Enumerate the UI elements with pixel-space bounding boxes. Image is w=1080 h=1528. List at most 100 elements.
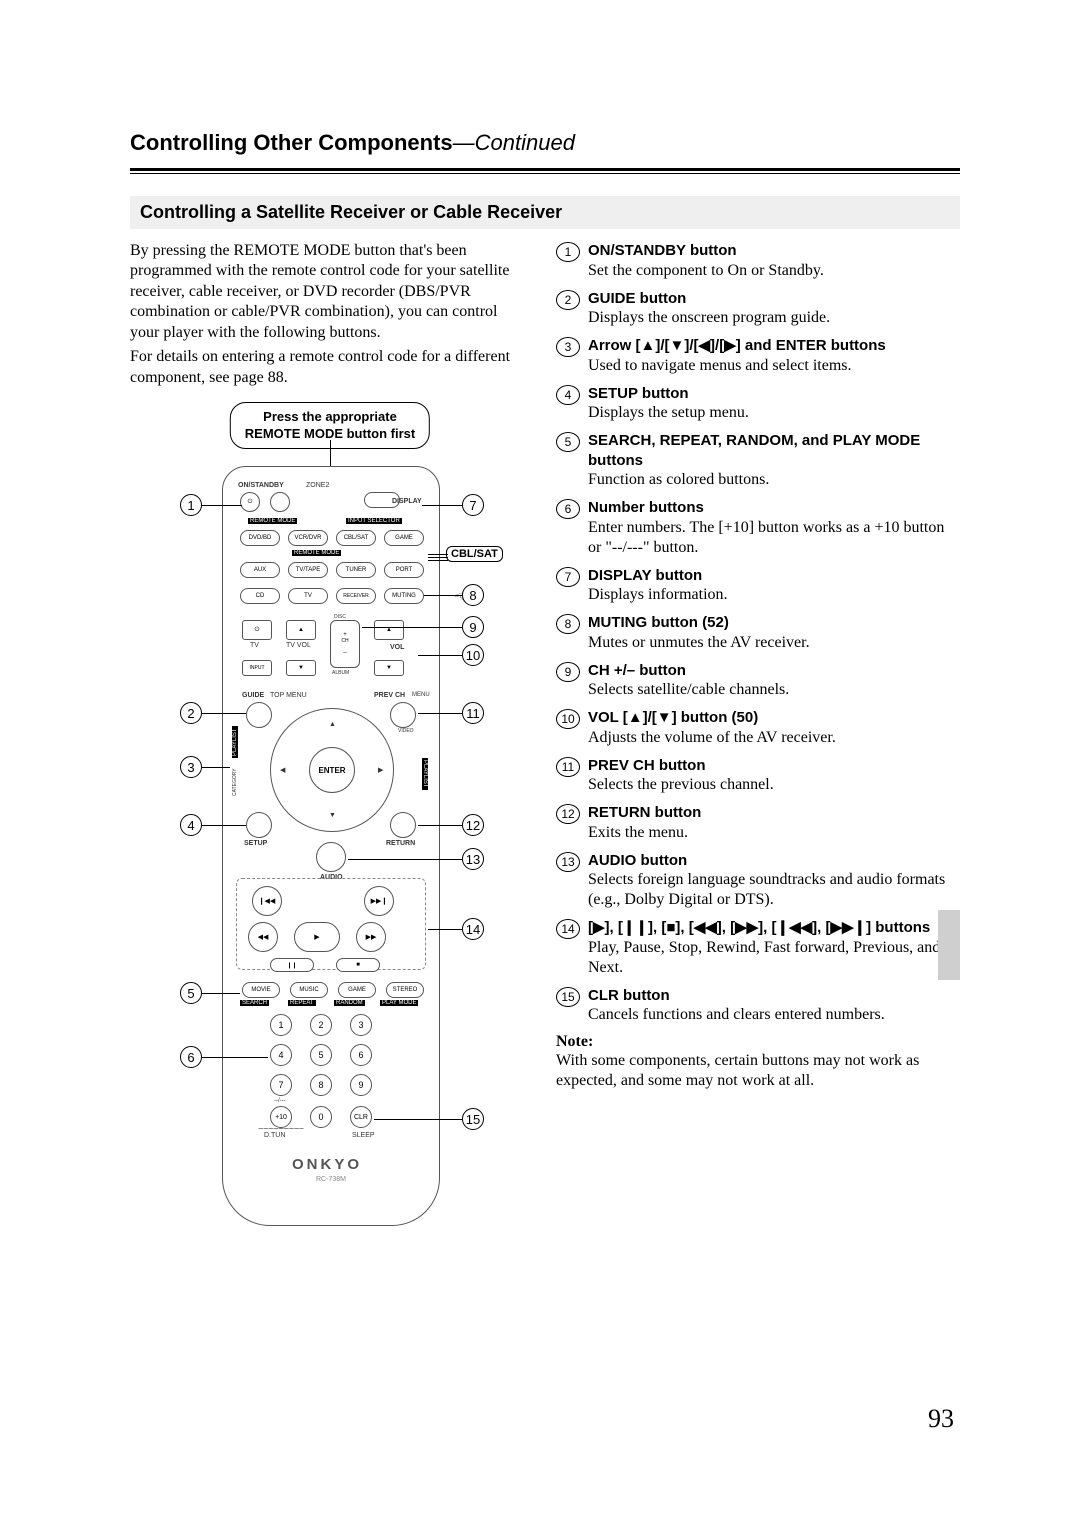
header-title: Controlling Other Components xyxy=(130,130,453,155)
items-list: 1ON/STANDBY buttonSet the component to O… xyxy=(556,241,960,1025)
item-desc: Play, Pause, Stop, Rewind, Fast forward,… xyxy=(588,938,960,978)
lead-1 xyxy=(202,505,242,506)
btn-zone2 xyxy=(270,492,290,512)
lead-14 xyxy=(428,929,462,930)
btn-dvdbd: DVD/BD xyxy=(240,530,280,546)
list-item: 12RETURN buttonExits the menu. xyxy=(556,803,960,843)
item-body: ON/STANDBY buttonSet the component to On… xyxy=(588,241,960,281)
item-title: Arrow [▲]/[▼]/[◀]/[▶] and ENTER buttons xyxy=(588,336,960,356)
item-number: 12 xyxy=(556,804,580,824)
item-number: 11 xyxy=(556,757,580,777)
header-continued: —Continued xyxy=(453,130,575,155)
marker-1: 1 xyxy=(180,494,202,516)
item-number: 15 xyxy=(556,987,580,1007)
marker-5: 5 xyxy=(180,982,202,1004)
btn-ff: ▶▶ xyxy=(356,922,386,952)
item-number: 14 xyxy=(556,919,580,939)
list-item: 4SETUP buttonDisplays the setup menu. xyxy=(556,384,960,424)
page: Controlling Other Components—Continued C… xyxy=(0,0,1080,1302)
badge-cblsat: CBL/SAT xyxy=(446,546,503,562)
btn-stop: ■ xyxy=(336,958,380,972)
lbl-cat-l: CATEGORY xyxy=(232,769,238,797)
btn-7: 7 xyxy=(270,1074,292,1096)
btn-game: GAME xyxy=(384,530,424,546)
section-title: Controlling a Satellite Receiver or Cabl… xyxy=(130,196,960,229)
dpad-up: ▲ xyxy=(329,721,336,728)
item-body: DISPLAY buttonDisplays information. xyxy=(588,566,960,606)
lead-15 xyxy=(374,1119,462,1120)
lead-5 xyxy=(202,993,240,994)
lead-6 xyxy=(202,1057,268,1058)
btn-enter: ENTER xyxy=(309,747,355,793)
right-column: 1ON/STANDBY buttonSet the component to O… xyxy=(556,241,960,1242)
callout-leader xyxy=(330,440,331,466)
marker-4: 4 xyxy=(180,814,202,836)
list-item: 11 PREV CH buttonSelects the previous cha… xyxy=(556,756,960,796)
intro-p1: By pressing the REMOTE MODE button that'… xyxy=(130,241,530,343)
btn-movie: MOVIE xyxy=(242,982,280,998)
note-body: With some components, certain buttons ma… xyxy=(556,1051,960,1092)
btn-next: ▶▶❙ xyxy=(364,886,394,916)
lbl-playmode: PLAY MODE xyxy=(380,1000,418,1006)
btn-tvtape: TV/TAPE xyxy=(288,562,328,578)
lbl-setup: SETUP xyxy=(244,840,267,847)
btn-3: 3 xyxy=(350,1014,372,1036)
item-number: 8 xyxy=(556,614,580,634)
callout-l1: Press the appropriate xyxy=(263,409,397,424)
btn-plus10: +10 xyxy=(270,1106,292,1128)
marker-10: 10 xyxy=(462,644,484,666)
marker-15: 15 xyxy=(462,1108,484,1130)
item-title: ON/STANDBY button xyxy=(588,241,960,261)
item-body: VOL [▲]/[▼] button (50)Adjusts the volum… xyxy=(588,708,960,748)
remote-diagram: Press the appropriate REMOTE MODE button… xyxy=(130,402,530,1242)
btn-2: 2 xyxy=(310,1014,332,1036)
item-body: CH +/– buttonSelects satellite/cable cha… xyxy=(588,661,960,701)
callout-l2: REMOTE MODE button first xyxy=(245,426,415,441)
note-label: Note: xyxy=(556,1033,960,1051)
list-item: 9 CH +/– buttonSelects satellite/cable ch… xyxy=(556,661,960,701)
item-desc: Enter numbers. The [+10] button works as… xyxy=(588,518,960,558)
intro-text: By pressing the REMOTE MODE button that'… xyxy=(130,241,530,388)
side-tab xyxy=(938,910,960,980)
btn-aux: AUX xyxy=(240,562,280,578)
lead-4 xyxy=(202,825,246,826)
btn-1: 1 xyxy=(270,1014,292,1036)
btn-prev: ❙◀◀ xyxy=(252,886,282,916)
btn-vcrdvr: VCR/DVR xyxy=(288,530,328,546)
btn-pause: ❙❙ xyxy=(270,958,314,972)
marker-14: 14 xyxy=(462,918,484,940)
lead-13 xyxy=(348,859,462,860)
btn-game2: GAME xyxy=(338,982,376,998)
lbl-input-sel: INPUT SELECTOR xyxy=(346,518,402,524)
list-item: 13AUDIO buttonSelects foreign language s… xyxy=(556,851,960,911)
item-body: CLR buttonCancels functions and clears e… xyxy=(588,986,960,1026)
btn-clr: CLR xyxy=(350,1106,372,1128)
brand-label: ONKYO xyxy=(292,1156,362,1173)
btn-music: MUSIC xyxy=(290,982,328,998)
btn-tuner: TUNER xyxy=(336,562,376,578)
item-body: SETUP buttonDisplays the setup menu. xyxy=(588,384,960,424)
btn-8: 8 xyxy=(310,1074,332,1096)
item-title: [▶], [❙❙], [■], [◀◀], [▶▶], [❙◀◀], [▶▶❙]… xyxy=(588,918,960,938)
item-desc: Function as colored buttons. xyxy=(588,470,960,490)
lbl-rm2: REMOTE MODE xyxy=(292,550,341,556)
item-title: SEARCH, REPEAT, RANDOM, and PLAY MODE bu… xyxy=(588,431,960,470)
item-title: PREV CH button xyxy=(588,756,960,776)
lbl-display: DISPLAY xyxy=(392,498,422,505)
btn-9: 9 xyxy=(350,1074,372,1096)
marker-3: 3 xyxy=(180,756,202,778)
marker-7: 7 xyxy=(462,494,484,516)
dpad-l: ◀ xyxy=(280,766,285,774)
item-title: RETURN button xyxy=(588,803,960,823)
lbl-guide: GUIDE xyxy=(242,692,264,699)
lbl-onstandby: ON/STANDBY xyxy=(238,482,284,489)
item-desc: Selects the previous channel. xyxy=(588,775,960,795)
item-body: MUTING button (52)Mutes or unmutes the A… xyxy=(588,613,960,653)
btn-volup: ▲ xyxy=(374,620,404,640)
item-number: 9 xyxy=(556,662,580,682)
item-number: 13 xyxy=(556,852,580,872)
btn-up: ▲ xyxy=(286,620,316,640)
item-desc: Set the component to On or Standby. xyxy=(588,261,960,281)
lbl-prevch: PREV CH xyxy=(374,692,405,699)
marker-8: 8 xyxy=(462,584,484,606)
